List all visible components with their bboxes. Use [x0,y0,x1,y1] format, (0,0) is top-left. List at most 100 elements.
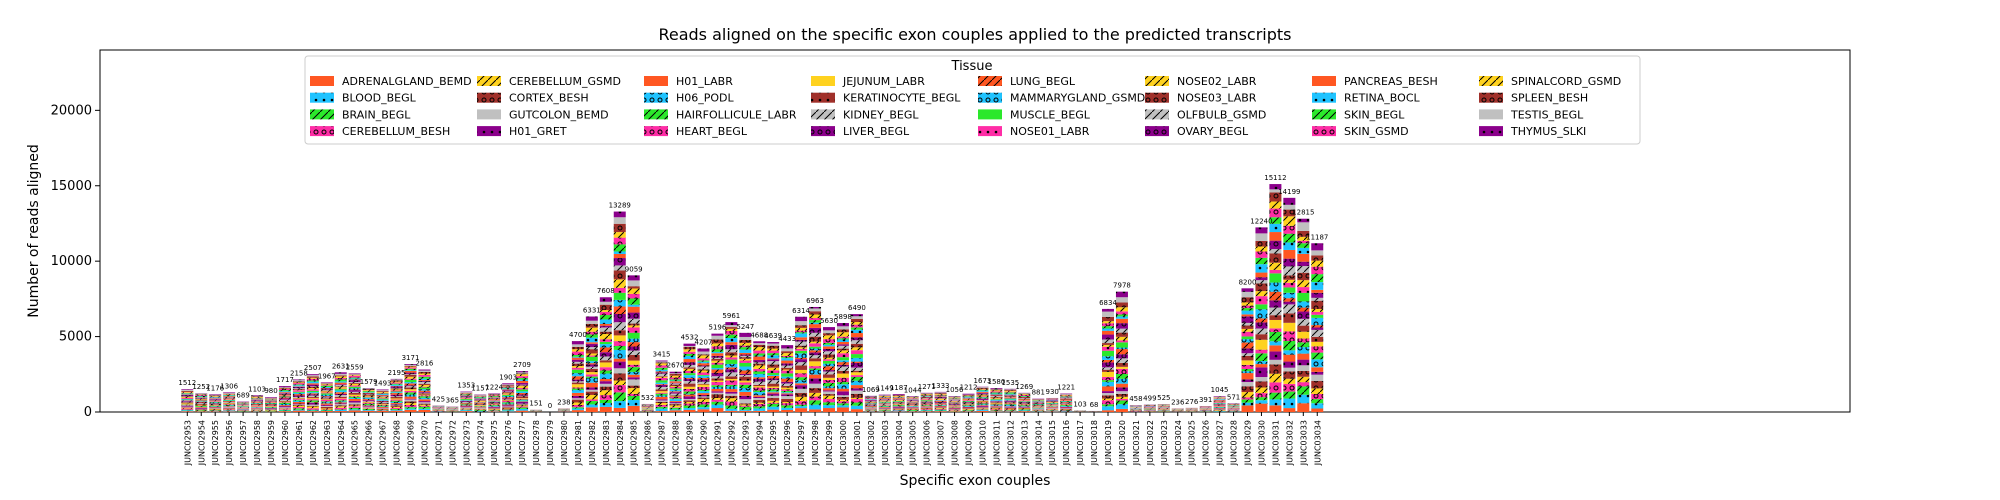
bar-segment [976,404,989,406]
bar-segment [739,403,752,405]
bar-segment [697,409,710,412]
bar-segment [683,351,696,354]
bar-segment [502,383,515,385]
bar-segment [418,394,431,396]
bar-segment [585,401,598,405]
bar-segment [809,370,822,375]
bar-segment [823,399,835,403]
bar-segment [1269,291,1282,301]
bar-segment [850,337,863,341]
bar-segment [711,369,724,373]
bar-segment [627,275,640,281]
bar-segment [1269,273,1282,283]
bar-segment [488,398,501,400]
bar-stack [697,348,710,412]
x-tick-label: JUNC03003 [881,420,890,466]
bar-segment [655,367,668,370]
bar-segment [585,347,598,350]
bar-segment [1255,280,1268,284]
bar-segment [739,376,752,381]
bar-segment [223,404,236,405]
bar-segment [278,396,291,398]
bar-segment [251,401,264,403]
bar-segment [823,379,835,383]
bar-stack [683,343,696,412]
bar-segment [781,365,794,368]
bar-segment [209,401,222,402]
bar-segment [795,347,808,349]
bar-segment [1255,381,1268,388]
x-tick-label: JUNC02994 [755,420,764,466]
bar-stack [1297,218,1310,412]
bar-segment [1255,364,1268,368]
bar-total-label: 391 [1199,396,1212,404]
legend-label: RETINA_BOCL [1344,92,1421,105]
bar-segment [655,389,668,392]
bar-segment [181,399,194,401]
bar-segment [1283,350,1296,355]
bar-segment [1102,380,1114,382]
bar-segment [990,388,1003,390]
bar-segment [906,407,919,408]
bar-segment [181,398,194,400]
bar-segment [1115,307,1128,312]
legend-swatch [1145,92,1169,103]
bar-segment [655,400,668,402]
bar-segment [655,363,668,366]
bar-segment [1311,371,1324,375]
bar-segment [334,397,347,399]
bar-segment [502,395,515,398]
bar-segment [585,399,598,402]
bar-segment [767,391,780,393]
bar-segment [878,400,891,402]
bar-total-label: 1579 [360,378,378,386]
bar-total-label: 276 [1185,398,1199,406]
bar-segment [292,407,305,409]
bar-stack [502,383,515,412]
bar-segment [697,394,710,397]
bar-segment [836,345,849,349]
bar-segment [209,394,222,396]
bar-segment [1283,301,1296,305]
bar-segment [376,398,389,399]
bar-segment [181,394,194,396]
bar-segment [1269,282,1282,292]
bar-segment [418,378,431,380]
bar-total-label: 571 [1227,393,1240,401]
bar-segment [627,393,640,396]
bar-total-label: 4207 [695,339,713,347]
bar-segment [474,399,487,401]
x-tick-label: JUNC02988 [672,420,681,466]
bar-stack [571,341,584,412]
bar-segment [613,258,626,266]
bar-segment [697,348,710,352]
bar-segment [599,386,612,391]
bar-segment [1004,392,1017,394]
bar-segment [697,393,710,395]
legend-label: SPINALCORD_GSMD [1511,75,1621,88]
bar-segment [836,384,849,389]
x-tick-label: JUNC02968 [393,420,402,466]
bar-segment [348,382,361,384]
bar-total-label: 4433 [778,335,796,343]
bar-stack [1060,393,1073,412]
bar-segment [585,349,598,354]
bar-segment [585,376,598,379]
bar-segment [460,403,473,405]
bar-segment [1018,403,1031,405]
bar-stack [864,395,877,412]
plot-area [99,49,1851,413]
bar-total-label: 14199 [1278,188,1300,196]
bar-segment [1297,359,1310,366]
bar-stack [1227,403,1240,412]
legend-swatch [477,92,501,103]
bar-segment [864,399,877,400]
bar-segment [181,403,194,405]
bar-segment [1241,402,1254,406]
bar-segment [948,396,961,398]
bar-segment [850,385,863,389]
bar-segment [795,385,808,389]
bar-segment [836,377,849,383]
bar-segment [711,378,724,381]
bar-segment [1311,359,1324,368]
